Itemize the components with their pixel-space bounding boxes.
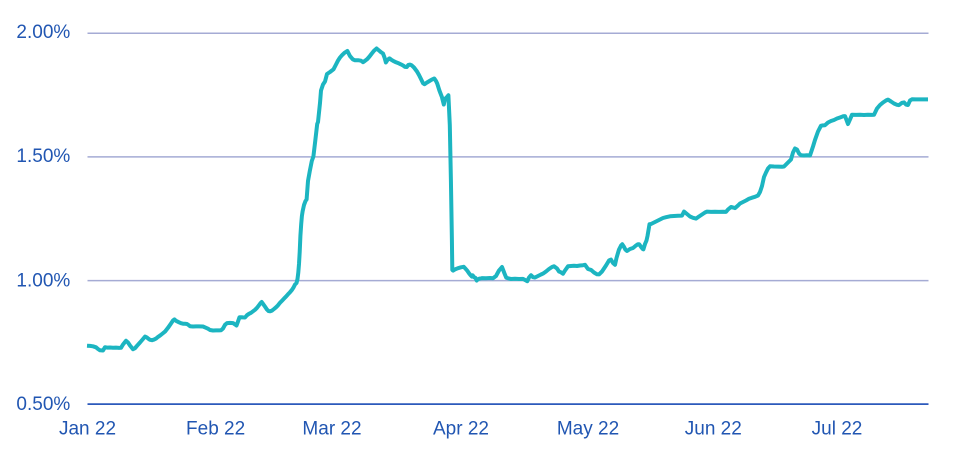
svg-text:1.00%: 1.00% bbox=[16, 270, 70, 291]
svg-text:Feb 22: Feb 22 bbox=[186, 419, 245, 440]
svg-text:Apr 22: Apr 22 bbox=[433, 419, 489, 440]
svg-text:0.50%: 0.50% bbox=[16, 394, 70, 415]
svg-text:Mar 22: Mar 22 bbox=[302, 419, 361, 440]
svg-text:Jun 22: Jun 22 bbox=[685, 419, 742, 440]
svg-text:1.50%: 1.50% bbox=[16, 146, 70, 167]
svg-text:Jul 22: Jul 22 bbox=[812, 419, 863, 440]
svg-text:Jan 22: Jan 22 bbox=[59, 419, 116, 440]
svg-text:2.00%: 2.00% bbox=[16, 22, 70, 43]
svg-text:May 22: May 22 bbox=[557, 419, 619, 440]
